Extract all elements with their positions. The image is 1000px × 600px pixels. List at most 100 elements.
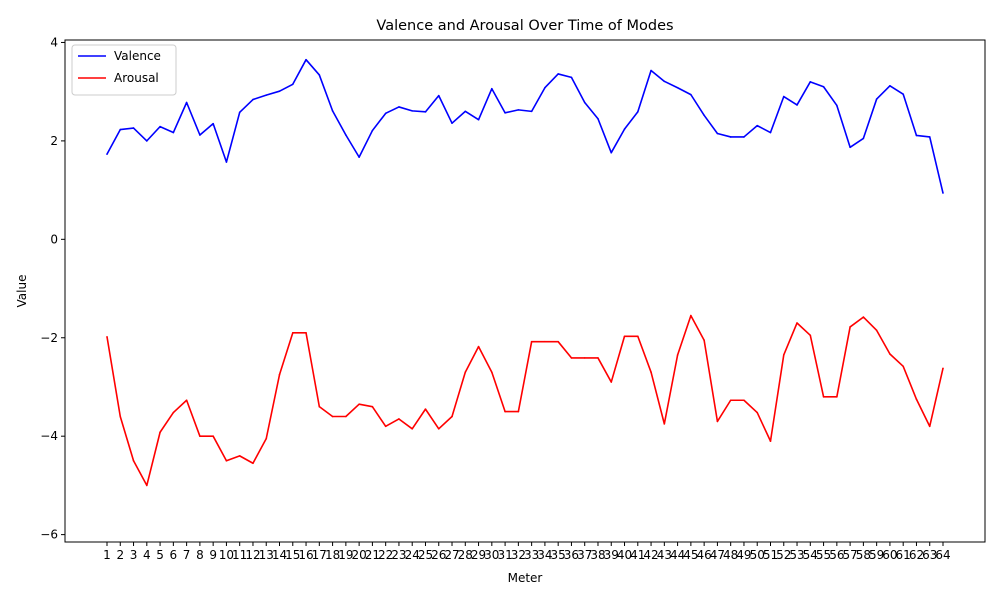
valence-data-point — [623, 128, 626, 130]
valence-data-point — [451, 122, 453, 124]
x-tick-label: 53 — [789, 548, 804, 562]
x-tick-label: 40 — [617, 548, 632, 562]
valence-data-point — [305, 58, 307, 61]
arousal-data-point — [358, 403, 360, 405]
arousal-data-point — [491, 371, 493, 374]
valence-data-point — [291, 83, 294, 86]
x-tick-label: 15 — [285, 548, 300, 562]
arousal-data-point — [650, 371, 652, 374]
legend: Valence Arousal — [71, 44, 177, 96]
valence-data-point — [318, 74, 321, 76]
x-tick-label: 39 — [604, 548, 619, 562]
x-tick-label: 13 — [259, 548, 274, 562]
x-tick-label: 42 — [643, 548, 658, 562]
valence-data-point — [915, 134, 918, 137]
x-tick-label: 3 — [130, 548, 138, 562]
arousal-data-point — [238, 455, 241, 457]
arousal-data-point — [557, 340, 559, 343]
arousal-data-point — [729, 399, 732, 402]
plot-frame — [64, 39, 986, 543]
valence-data-point — [238, 111, 241, 114]
arousal-data-point — [875, 329, 878, 332]
valence-data-point — [491, 87, 493, 90]
arousal-data-point — [384, 425, 387, 428]
x-tick-label: 59 — [869, 548, 884, 562]
valence-data-point — [212, 122, 214, 125]
arousal-data-point — [703, 339, 705, 342]
valence-data-point — [902, 93, 904, 95]
arousal-data-point — [371, 405, 374, 408]
valence-series-line — [106, 58, 944, 194]
arousal-data-point — [318, 405, 321, 408]
x-tick-label: 62 — [909, 548, 924, 562]
x-tick-label: 9 — [209, 548, 217, 562]
valence-data-point — [862, 137, 865, 140]
x-tick-label: 22 — [378, 548, 393, 562]
valence-data-point — [424, 111, 427, 113]
x-tick-label: 26 — [431, 548, 446, 562]
valence-data-point — [597, 117, 599, 120]
x-tick-label: 4 — [143, 548, 151, 562]
y-tick-label: −6 — [40, 528, 58, 542]
valence-data-point — [583, 101, 586, 104]
x-tick-label: 8 — [196, 548, 204, 562]
valence-data-point — [358, 156, 360, 158]
arousal-data-point — [345, 415, 347, 418]
arousal-data-point — [597, 357, 599, 359]
arousal-data-point — [212, 435, 214, 437]
arousal-data-point — [159, 431, 161, 434]
valence-data-point — [384, 112, 387, 115]
arousal-data-point — [265, 437, 268, 440]
x-tick-label: 44 — [670, 548, 685, 562]
valence-data-point — [743, 136, 745, 138]
x-tick-label: 61 — [896, 548, 911, 562]
x-tick-label: 2 — [116, 548, 124, 562]
x-tick-label: 16 — [298, 548, 313, 562]
arousal-data-point — [544, 340, 546, 343]
valence-data-point — [716, 132, 719, 135]
x-tick-label: 34 — [537, 548, 552, 562]
legend-box — [71, 44, 177, 96]
arousal-data-point — [146, 484, 148, 487]
x-tick-label: 28 — [458, 548, 473, 562]
valence-data-point — [345, 134, 347, 136]
arousal-data-point — [291, 332, 294, 334]
valence-data-point — [875, 98, 878, 100]
x-tick-label: 24 — [405, 548, 420, 562]
arousal-data-point — [716, 420, 719, 423]
valence-data-point — [146, 140, 148, 142]
arousal-data-point — [636, 335, 639, 338]
arousal-data-point — [928, 425, 931, 428]
x-tick-label: 5 — [156, 548, 164, 562]
arousal-data-point — [769, 440, 772, 442]
arousal-data-point — [477, 345, 480, 348]
x-tick-label: 33 — [524, 548, 539, 562]
valence-data-point — [570, 76, 573, 79]
valence-data-point — [225, 161, 228, 163]
valence-data-point — [544, 86, 546, 89]
arousal-data-point — [252, 462, 254, 465]
x-tick-label: 6 — [170, 548, 178, 562]
arousal-data-point — [836, 396, 838, 398]
valence-data-point — [172, 131, 175, 134]
x-tick-label: 11 — [232, 548, 247, 562]
valence-data-point — [265, 94, 268, 96]
arousal-data-point — [305, 332, 307, 334]
y-axis-label: Value — [15, 275, 29, 308]
y-tick-label: 4 — [50, 35, 58, 49]
y-tick-label: 2 — [50, 134, 58, 148]
arousal-data-point — [451, 415, 453, 418]
valence-legend-label: Valence — [114, 49, 161, 63]
valence-data-point — [756, 124, 759, 127]
y-tick-label: −4 — [40, 429, 58, 443]
arousal-data-point — [411, 428, 414, 430]
x-tick-label: 46 — [697, 548, 712, 562]
valence-data-point — [889, 84, 891, 87]
valence-data-point — [557, 73, 559, 75]
x-tick-label: 47 — [710, 548, 725, 562]
x-tick-label: 55 — [816, 548, 831, 562]
x-tick-label: 18 — [325, 548, 340, 562]
arousal-data-point — [862, 316, 865, 318]
x-tick-label: 50 — [750, 548, 765, 562]
arousal-data-point — [106, 335, 108, 338]
